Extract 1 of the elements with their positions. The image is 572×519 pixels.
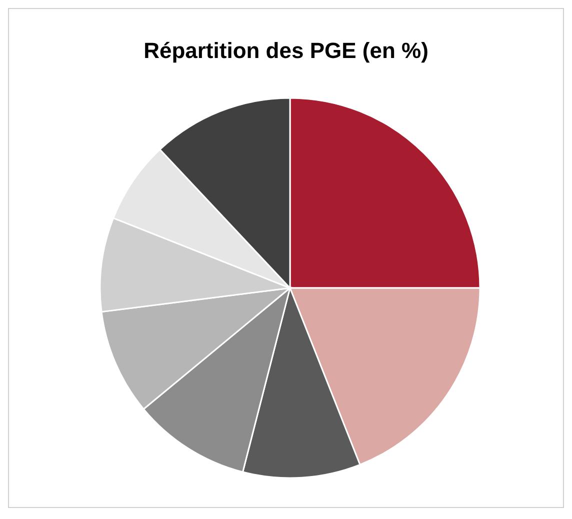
chart-title: Répartition des PGE (en %)	[144, 38, 428, 63]
